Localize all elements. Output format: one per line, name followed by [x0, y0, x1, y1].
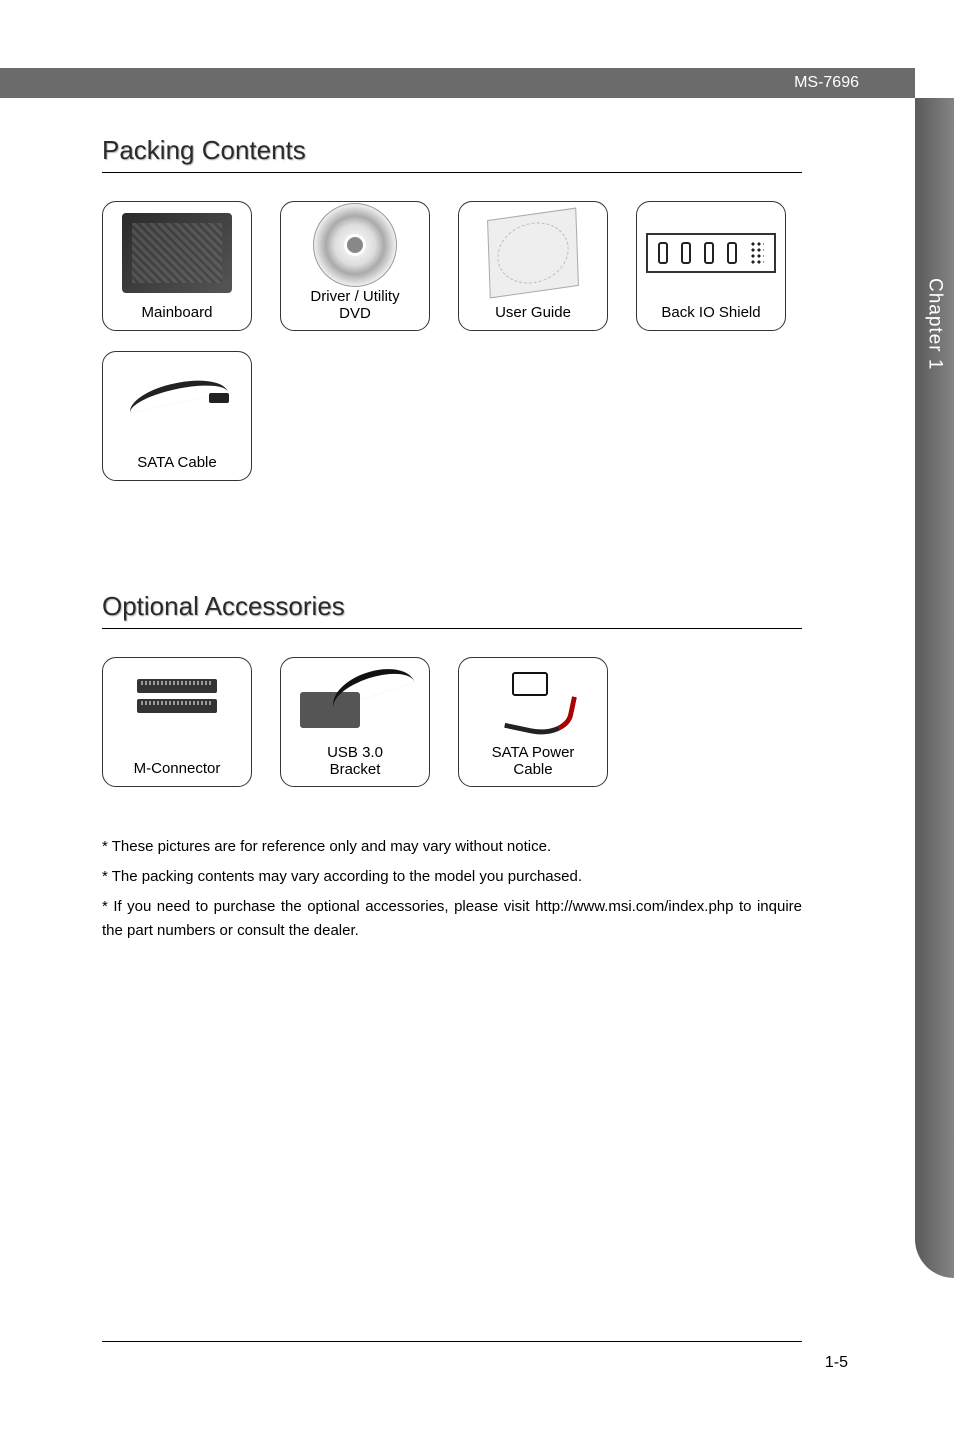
usb3-label-line2: Bracket: [330, 761, 381, 778]
chapter-label: Chapter 1: [924, 278, 946, 370]
sata-power-label: SATA Power Cable: [492, 744, 575, 779]
sata-cable-label: SATA Cable: [137, 454, 216, 472]
page-number: 1-5: [825, 1354, 848, 1372]
optional-row-1: M-Connector USB 3.0 Bracket SATA Power C…: [102, 657, 802, 787]
dvd-label: Driver / Utility DVD: [310, 288, 399, 323]
card-mainboard: Mainboard: [102, 201, 252, 331]
usb3-bracket-image: [281, 658, 429, 744]
usb3-bracket-label: USB 3.0 Bracket: [327, 744, 383, 779]
card-back-io-shield: Back IO Shield: [636, 201, 786, 331]
m-connector-label: M-Connector: [134, 760, 221, 778]
sata-power-label-line2: Cable: [513, 761, 552, 778]
usb3-label-line1: USB 3.0: [327, 744, 383, 761]
card-usb3-bracket: USB 3.0 Bracket: [280, 657, 430, 787]
optional-accessories-section: Optional Accessories M-Connector USB 3.0…: [102, 591, 802, 943]
note-2: * The packing contents may vary accordin…: [102, 865, 802, 889]
io-shield-label: Back IO Shield: [661, 304, 760, 322]
card-m-connector: M-Connector: [102, 657, 252, 787]
notes-block: * These pictures are for reference only …: [102, 835, 802, 943]
optional-accessories-heading: Optional Accessories: [102, 591, 802, 629]
io-shield-image: [637, 202, 785, 304]
card-user-guide: User Guide: [458, 201, 608, 331]
mainboard-label: Mainboard: [142, 304, 213, 322]
page-content: Packing Contents Mainboard Driver / Util…: [102, 135, 802, 949]
user-guide-image: [459, 202, 607, 304]
user-guide-label: User Guide: [495, 304, 571, 322]
model-number: MS-7696: [794, 74, 859, 92]
sata-power-label-line1: SATA Power: [492, 744, 575, 761]
card-driver-dvd: Driver / Utility DVD: [280, 201, 430, 331]
dvd-label-line2: DVD: [339, 305, 371, 322]
dvd-image: [281, 202, 429, 288]
m-connector-image: [103, 658, 251, 760]
packing-row-1: Mainboard Driver / Utility DVD User Guid…: [102, 201, 802, 331]
chapter-side-tab: Chapter 1: [915, 98, 954, 1278]
header-bar: MS-7696: [0, 68, 915, 98]
packing-contents-heading: Packing Contents: [102, 135, 802, 173]
card-sata-power-cable: SATA Power Cable: [458, 657, 608, 787]
footer-divider: [102, 1341, 802, 1342]
packing-row-2: SATA Cable: [102, 351, 802, 481]
dvd-label-line1: Driver / Utility: [310, 288, 399, 305]
sata-power-image: [459, 658, 607, 744]
note-1: * These pictures are for reference only …: [102, 835, 802, 859]
sata-cable-image: [103, 352, 251, 454]
mainboard-image: [103, 202, 251, 304]
card-sata-cable: SATA Cable: [102, 351, 252, 481]
note-3: * If you need to purchase the optional a…: [102, 895, 802, 943]
